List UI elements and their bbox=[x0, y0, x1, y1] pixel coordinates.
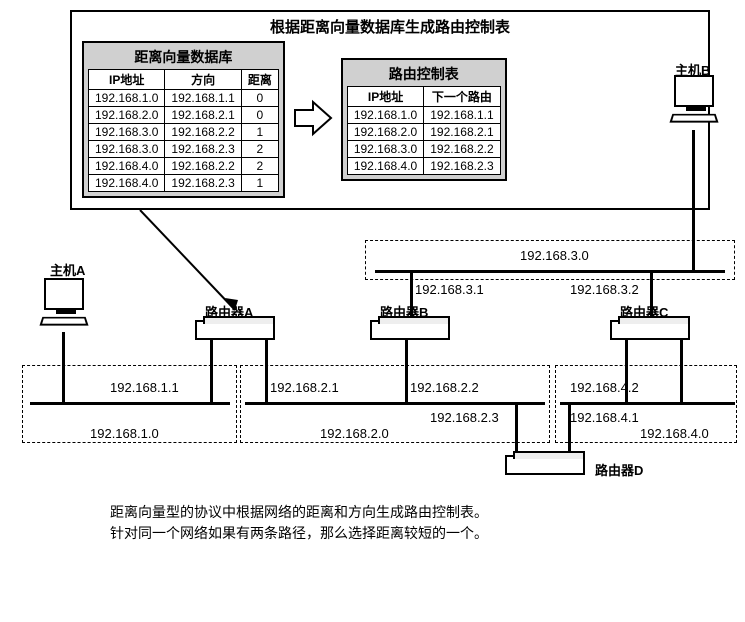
router-a-icon bbox=[195, 320, 275, 340]
host-b-icon bbox=[665, 75, 723, 123]
net4-label: 192.168.4.0 bbox=[640, 426, 709, 441]
table-row: 192.168.3.0192.168.2.32 bbox=[89, 141, 279, 158]
net2-label: 192.168.2.0 bbox=[320, 426, 389, 441]
table-row: 192.168.2.0192.168.2.1 bbox=[347, 124, 500, 141]
host-a-label: 主机A bbox=[50, 260, 85, 279]
db-table: IP地址 方向 距离 192.168.1.0192.168.1.10 192.1… bbox=[88, 69, 279, 192]
arrow-icon bbox=[293, 98, 333, 141]
rt-table: IP地址 下一个路由 192.168.1.0192.168.1.1 192.16… bbox=[347, 86, 501, 175]
table-row: 192.168.1.0192.168.1.10 bbox=[89, 90, 279, 107]
router-d-icon bbox=[505, 455, 585, 475]
network-topology: 主机A 主机B 192.168.3.0 192.168.3.1 192.168.… bbox=[10, 220, 735, 490]
net3-label: 192.168.3.0 bbox=[520, 248, 589, 263]
panels-row: 距离向量数据库 IP地址 方向 距离 192.168.1.0192.168.1.… bbox=[82, 41, 698, 198]
net1-label: 192.168.1.0 bbox=[90, 426, 159, 441]
net2-box bbox=[240, 365, 550, 443]
rt-col-next: 下一个路由 bbox=[424, 87, 500, 107]
footnote: 距离向量型的协议中根据网络的距离和方向生成路由控制表。 针对同一个网络如果有两条… bbox=[110, 502, 630, 544]
footnote-line2: 针对同一个网络如果有两条路径，那么选择距离较短的一个。 bbox=[110, 523, 630, 544]
iface-b3: 192.168.3.1 bbox=[415, 282, 484, 297]
db-panel: 距离向量数据库 IP地址 方向 距离 192.168.1.0192.168.1.… bbox=[82, 41, 285, 198]
footnote-line1: 距离向量型的协议中根据网络的距离和方向生成路由控制表。 bbox=[110, 502, 630, 523]
db-col-dir: 方向 bbox=[165, 70, 241, 90]
db-col-dist: 距离 bbox=[241, 70, 278, 90]
table-row: 192.168.4.0192.168.2.22 bbox=[89, 158, 279, 175]
db-title: 距离向量数据库 bbox=[88, 47, 279, 67]
rt-panel: 路由控制表 IP地址 下一个路由 192.168.1.0192.168.1.1 … bbox=[341, 58, 507, 181]
table-row: 192.168.4.0192.168.2.31 bbox=[89, 175, 279, 192]
table-row: 192.168.3.0192.168.2.2 bbox=[347, 141, 500, 158]
net3-bus bbox=[375, 270, 725, 273]
router-c-icon bbox=[610, 320, 690, 340]
rt-col-ip: IP地址 bbox=[347, 87, 423, 107]
table-row: 192.168.2.0192.168.2.10 bbox=[89, 107, 279, 124]
db-col-ip: IP地址 bbox=[89, 70, 165, 90]
table-row: 192.168.1.0192.168.1.1 bbox=[347, 107, 500, 124]
table-row: 192.168.4.0192.168.2.3 bbox=[347, 158, 500, 175]
host-a-icon bbox=[35, 278, 93, 326]
iface-c3: 192.168.3.2 bbox=[570, 282, 639, 297]
generation-box: 根据距离向量数据库生成路由控制表 距离向量数据库 IP地址 方向 距离 192.… bbox=[70, 10, 710, 210]
table-row: 192.168.3.0192.168.2.21 bbox=[89, 124, 279, 141]
router-d-label: 路由器D bbox=[595, 460, 643, 479]
box-title: 根据距离向量数据库生成路由控制表 bbox=[82, 16, 698, 37]
router-b-icon bbox=[370, 320, 450, 340]
rt-title: 路由控制表 bbox=[347, 64, 501, 84]
